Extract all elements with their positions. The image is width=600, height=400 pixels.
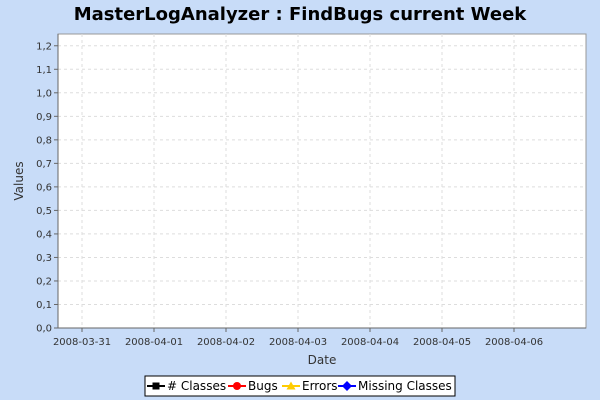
legend-marker-square — [152, 382, 160, 390]
chart-title: MasterLogAnalyzer : FindBugs current Wee… — [74, 4, 528, 25]
y-tick-label: 0,9 — [36, 112, 52, 123]
legend-marker-diamond — [342, 381, 352, 391]
legend-label: Missing Classes — [358, 379, 452, 393]
legend-marker-circle — [233, 382, 241, 390]
y-tick-label: 0,7 — [36, 159, 52, 170]
y-axis: 0,0 0,1 0,2 0,3 0,4 0,5 0,6 0,7 0,8 0,9 1,0 1,1 1,2 — [36, 34, 59, 335]
y-tick-label: 0,0 — [36, 324, 52, 335]
x-tick-label: 2008-03-31 — [53, 337, 111, 348]
x-axis-label: Date — [308, 353, 337, 367]
legend-label: Bugs — [248, 379, 278, 393]
x-tick-label: 2008-04-02 — [197, 337, 255, 348]
legend-items: # Classes Bugs Errors Missing Classes — [147, 379, 452, 393]
plot-area — [57, 33, 587, 329]
y-tick-label: 1,0 — [36, 88, 52, 99]
x-tick-label: 2008-04-03 — [269, 337, 327, 348]
y-tick-label: 0,2 — [36, 276, 52, 287]
grid-lines — [58, 34, 586, 328]
y-tick-label: 1,1 — [36, 65, 52, 76]
y-tick-label: 0,4 — [36, 229, 52, 240]
x-tick-label: 2008-04-05 — [413, 337, 471, 348]
y-tick-label: 0,6 — [36, 182, 52, 193]
x-axis: 2008-03-31 2008-04-01 2008-04-02 2008-04-03… — [53, 327, 586, 348]
y-tick-label: 0,3 — [36, 253, 52, 264]
y-axis-label: Values — [12, 161, 26, 200]
x-tick-label: 2008-04-01 — [125, 337, 183, 348]
y-tick-label: 0,5 — [36, 206, 52, 217]
x-tick-label: 2008-04-04 — [341, 337, 399, 348]
legend-marker-triangle — [286, 381, 296, 390]
y-tick-label: 1,2 — [36, 41, 52, 52]
y-tick-label: 0,8 — [36, 135, 52, 146]
y-tick-label: 0,1 — [36, 300, 52, 311]
x-tick-label: 2008-04-06 — [485, 337, 543, 348]
legend-label: # Classes — [167, 379, 226, 393]
legend-label: Errors — [302, 379, 338, 393]
